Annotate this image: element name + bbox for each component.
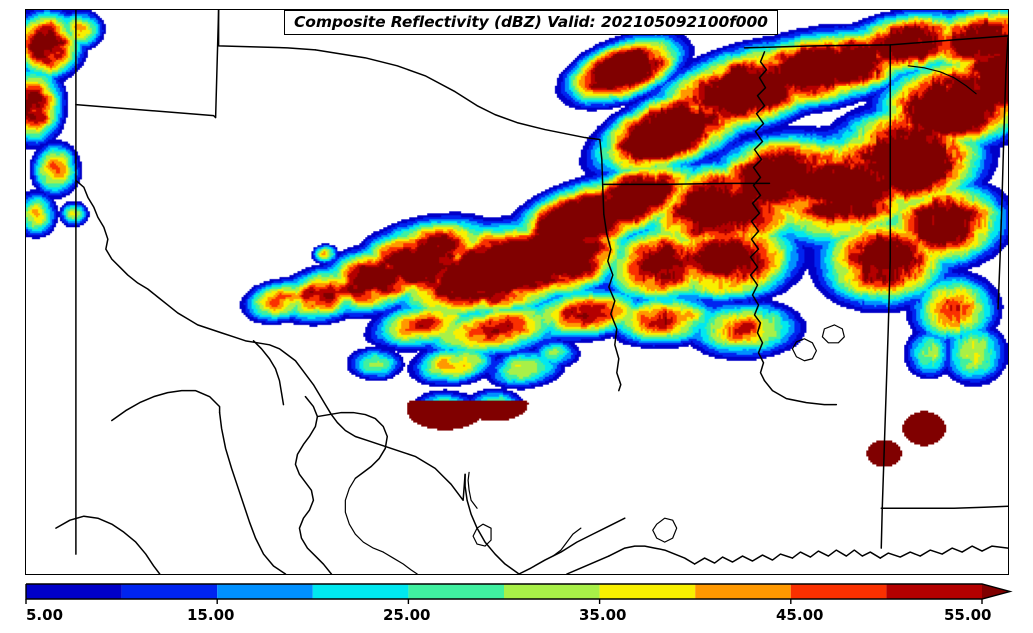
colorbar-band	[599, 584, 696, 599]
geographic-boundaries-layer	[55, 10, 1008, 574]
colorbar-tick-label: 25.00	[383, 606, 431, 624]
colorbar-band	[26, 584, 122, 599]
border-chihuahua-coahuila	[218, 411, 287, 574]
border-coahuila-north	[111, 389, 221, 422]
map-panel	[25, 9, 1009, 575]
border-durango-coahuila	[55, 515, 161, 574]
border-nuevoleon-tamaulipas	[294, 395, 333, 574]
border-louisiana-mississippi	[763, 379, 838, 406]
colorbar-tick-labels: 5.00 15.00 25.00 35.00 45.00 55.00	[0, 606, 1033, 633]
colorbar-band	[312, 584, 409, 599]
border-mexico-interior-1	[344, 477, 384, 553]
border-texas-louisiana	[603, 213, 622, 392]
river-tennessee	[907, 65, 977, 95]
colorbar-band	[217, 584, 313, 599]
page-title: Composite Reflectivity (dBZ) Valid: 2021…	[294, 13, 768, 31]
colorbar-tick-label: 55.00	[944, 606, 992, 624]
coastline-atchafalaya	[821, 324, 845, 344]
colorbar-swatches	[25, 583, 1013, 604]
border-usa-mexico-rio-grande	[75, 179, 466, 502]
coastline-texas-mid	[566, 555, 610, 574]
border-alabama-georgia	[997, 37, 1008, 310]
coastline-laguna-madre	[467, 471, 478, 509]
border-mississippi-alabama	[880, 44, 891, 549]
rio-grande-big-bend	[252, 340, 285, 406]
coastline-texas-barrier	[518, 517, 626, 574]
coastline-mississippi-alabama	[791, 549, 882, 559]
river-mississippi	[749, 51, 768, 382]
colorbar-tick-label: 35.00	[579, 606, 627, 624]
border-texas-arkansas	[602, 188, 605, 216]
title-box: Composite Reflectivity (dBZ) Valid: 2021…	[284, 10, 778, 36]
border-texas-oklahoma	[314, 49, 601, 141]
colorbar-tick-label: 15.00	[187, 606, 235, 624]
boundary-lines	[55, 10, 1008, 574]
coastline-galveston-bay	[652, 517, 678, 543]
colorbar-tick-label: 45.00	[776, 606, 824, 624]
colorbar-band	[121, 584, 218, 599]
border-oklahoma-arkansas	[599, 138, 604, 191]
coastline-texas-upper	[608, 545, 696, 565]
colorbar-band	[695, 584, 791, 599]
radar-reflectivity-layer	[26, 10, 1008, 574]
colorbar: 5.00 15.00 25.00 35.00 45.00 55.00	[0, 575, 1033, 633]
colorbar-extend-arrow	[982, 584, 1010, 599]
border-tennessee-mississippi-alabama	[743, 35, 1008, 49]
coastline-louisiana	[693, 553, 794, 565]
coastline-texas-lower	[464, 473, 520, 574]
coastline-texas-matagorda	[552, 527, 582, 557]
border-texas-panhandle-north	[217, 10, 317, 51]
border-new-mexico-south	[75, 10, 220, 119]
border-alabama-florida	[880, 505, 1008, 509]
coastline-corpus	[472, 523, 492, 547]
colorbar-band	[790, 584, 887, 599]
border-arkansas-louisiana	[603, 182, 771, 186]
border-mexico-interior-2	[382, 551, 418, 574]
colorbar-tick-label: 5.00	[26, 606, 64, 624]
colorbar-band	[886, 584, 982, 599]
coastline-florida-panhandle	[879, 545, 1008, 559]
colorbar-band	[504, 584, 600, 599]
colorbar-band	[408, 584, 504, 599]
colorbar-outline	[25, 583, 1013, 600]
coastline-louisiana-bays	[791, 338, 817, 362]
border-tamaulipas-interior	[316, 411, 389, 480]
